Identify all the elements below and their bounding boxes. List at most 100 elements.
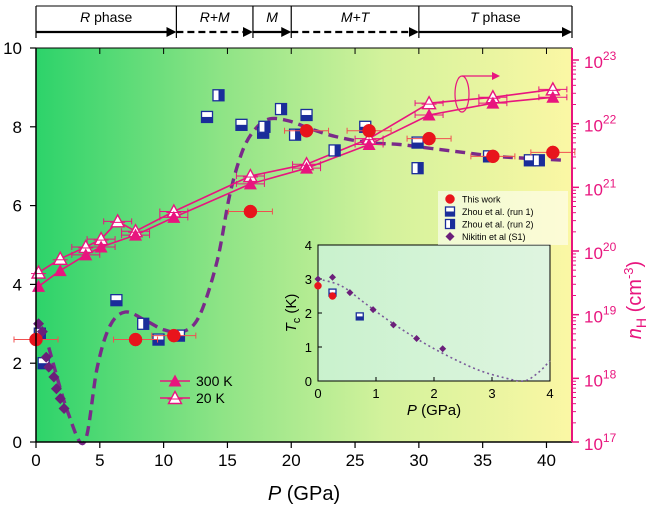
data-point: [129, 228, 143, 241]
data-point: [167, 210, 181, 223]
inset-x-tick-label: 4: [546, 386, 553, 401]
right-tick-label: 1018: [584, 367, 617, 390]
y-tick-label: 6: [13, 197, 22, 216]
data-point: [94, 240, 108, 253]
data-point: [200, 110, 214, 124]
data-point: [79, 248, 93, 261]
inset-x-tick-label: 0: [314, 386, 321, 401]
x-tick-label: 30: [409, 451, 428, 470]
data-point: [413, 335, 421, 342]
right-axis-label: nH (cm-3): [621, 261, 649, 339]
inset-y-axis-label: Tc (K): [283, 294, 303, 333]
y-tick-label: 10: [3, 39, 22, 58]
data-point: [346, 289, 354, 297]
data-point: [389, 321, 397, 329]
data-point: [110, 213, 126, 228]
data-point: [54, 393, 66, 405]
data-point: [444, 206, 456, 217]
series-300-k: [32, 90, 560, 292]
right-tick-label: 1023: [584, 49, 617, 72]
data-point: [243, 204, 258, 219]
data-point: [110, 294, 123, 307]
data-point: [355, 312, 364, 321]
data-point: [167, 390, 183, 405]
inset-series-this-work: [314, 282, 337, 300]
legend-label: Zhou et al. (run 2): [462, 220, 534, 230]
inset-y-tick-label: 0: [305, 374, 312, 389]
legend-label: Zhou et al. (run 1): [462, 207, 534, 217]
legend-label: Nikitin et al (S1): [462, 232, 526, 242]
inset-x-tick-label: 1: [372, 386, 379, 401]
right-tick-label: 1022: [584, 113, 617, 136]
data-point: [58, 403, 70, 415]
data-point: [362, 123, 376, 138]
series-nikitin-et-al-s1-: [33, 318, 70, 415]
data-point: [445, 194, 455, 204]
data-point: [422, 108, 436, 121]
legends: This work Zhou et al. (run 1) Zhou et al. …: [160, 191, 568, 406]
data-point: [128, 332, 143, 347]
y-tick-label: 0: [13, 433, 22, 452]
data-point: [486, 149, 500, 164]
x-axis-label: P (GPa): [268, 483, 340, 505]
phase-bar: R phase R+M M M+T T phase: [35, 5, 573, 38]
legend-label: This work: [462, 195, 501, 205]
data-point: [362, 138, 376, 151]
x-tick-label: 40: [537, 451, 556, 470]
x-tick-label: 35: [473, 451, 492, 470]
data-point: [444, 218, 456, 230]
data-point: [314, 282, 322, 290]
legend-item: 300 K: [160, 373, 233, 389]
y-tick-label: 2: [13, 354, 22, 373]
series-this-work: [13, 123, 576, 347]
y-tick-label: 4: [13, 275, 22, 294]
x-tick-label: 0: [31, 451, 40, 470]
data-point: [439, 345, 447, 353]
x-tick-label: 5: [95, 451, 104, 470]
data-point: [167, 328, 181, 343]
inset-background: [317, 244, 551, 382]
data-point: [369, 306, 377, 314]
trend-series: [47, 116, 566, 446]
data-point: [137, 317, 150, 330]
data-point: [328, 292, 337, 300]
data-point: [546, 145, 560, 160]
data-point: [43, 361, 55, 373]
legend-item: 20 K: [160, 390, 225, 406]
inset-y-tick-label: 2: [305, 306, 312, 321]
right-tick-label: 1019: [584, 304, 617, 327]
right-tick-label: 1021: [584, 176, 617, 199]
data-point: [532, 154, 545, 167]
axis-pointer-icon: [454, 72, 500, 113]
x-tick-label: 25: [346, 451, 365, 470]
data-point: [40, 351, 52, 363]
data-point: [235, 118, 248, 131]
inset-series-nikitin-et-al-s1-: [314, 273, 447, 353]
data-point: [328, 144, 341, 157]
data-point: [411, 136, 424, 149]
y-tick-label: 8: [13, 118, 22, 137]
main-series: [13, 72, 576, 446]
legend-box: [438, 191, 568, 245]
inset-x-tick-label: 3: [488, 386, 495, 401]
data-point: [445, 232, 455, 241]
inset-fit-line: [317, 278, 551, 382]
right-tick-label: 1017: [584, 431, 617, 454]
inset-x-tick-label: 2: [430, 386, 437, 401]
series-zhou-et-al-run-2-: [33, 89, 545, 340]
legend-item: Zhou et al. (run 1): [444, 206, 534, 217]
inset-chart: 0 1 2 3 4 0 1 2 3 4 P (GPa) Tc (K): [283, 238, 554, 419]
inset-y-tick-label: 1: [305, 340, 312, 355]
legend-item: Zhou et al. (run 2): [444, 218, 534, 230]
data-point: [48, 371, 60, 383]
data-point: [329, 273, 336, 281]
data-point: [486, 96, 500, 109]
data-point: [212, 89, 225, 102]
data-point: [314, 275, 322, 283]
inset-y-tick-label: 4: [305, 238, 312, 253]
phase-label: M+T: [341, 9, 371, 25]
legend-item: Nikitin et al (S1): [445, 232, 526, 242]
